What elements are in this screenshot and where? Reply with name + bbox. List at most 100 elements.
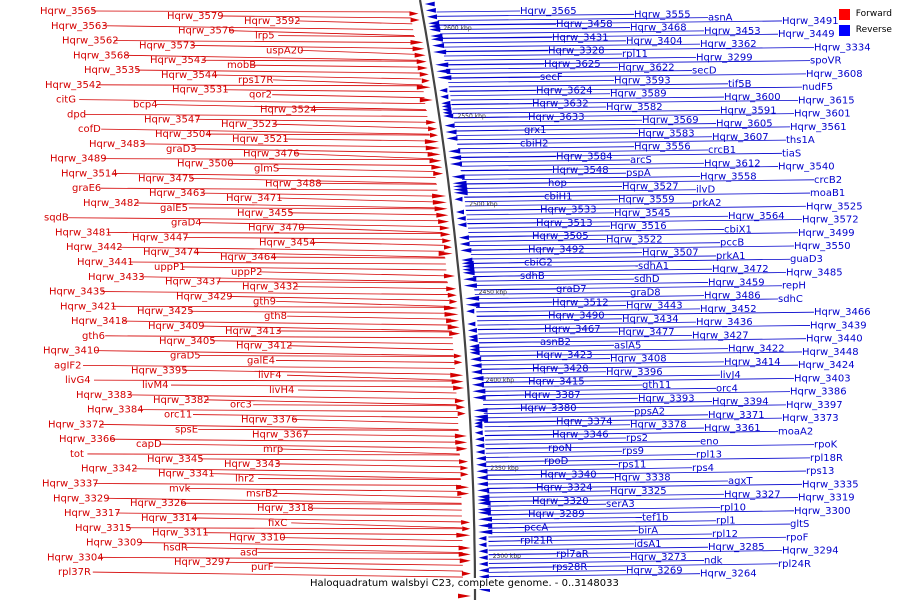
reverse-gene-label[interactable]: rpoF	[786, 532, 809, 543]
forward-gene-label[interactable]: Hqrw_3475	[138, 173, 195, 184]
reverse-gene-mark[interactable]	[442, 110, 452, 116]
reverse-gene-label[interactable]: Hqrw_3264	[700, 569, 757, 580]
reverse-gene-label[interactable]: secF	[540, 72, 563, 83]
reverse-gene-label[interactable]: Hqrw_3380	[520, 403, 577, 414]
forward-gene-label[interactable]: livH4	[269, 385, 294, 396]
forward-gene-label[interactable]: glmS	[254, 163, 279, 174]
reverse-gene-label[interactable]: gltS	[790, 519, 809, 530]
forward-gene-mark[interactable]	[432, 193, 447, 199]
forward-gene-mark[interactable]	[457, 593, 471, 599]
reverse-gene-label[interactable]: Hqrw_3591	[720, 105, 777, 116]
reverse-gene-label[interactable]: Hqrw_3466	[814, 307, 871, 318]
forward-gene-mark[interactable]	[456, 404, 466, 410]
reverse-gene-label[interactable]: arcS	[630, 155, 652, 166]
reverse-gene-label[interactable]: rpl10	[720, 502, 746, 513]
reverse-gene-mark[interactable]	[461, 257, 473, 263]
forward-gene-mark[interactable]	[456, 532, 471, 538]
forward-gene-mark[interactable]	[462, 526, 471, 532]
reverse-gene-label[interactable]: grx1	[524, 125, 546, 136]
reverse-gene-mark[interactable]	[451, 174, 465, 180]
forward-gene-label[interactable]: Hqrw_3447	[132, 232, 189, 243]
reverse-gene-label[interactable]: Hqrw_3584	[556, 152, 613, 163]
reverse-gene-mark[interactable]	[471, 376, 484, 381]
reverse-gene-label[interactable]: serA3	[606, 499, 635, 510]
reverse-gene-label[interactable]: Hqrw_3512	[552, 297, 609, 308]
forward-gene-label[interactable]: qor2	[249, 90, 272, 101]
forward-gene-label[interactable]: Hqrw_3421	[60, 301, 117, 312]
reverse-gene-mark[interactable]	[465, 302, 480, 308]
reverse-gene-label[interactable]: Hqrw_3346	[552, 430, 609, 441]
reverse-gene-label[interactable]: Hqrw_3449	[778, 29, 835, 40]
forward-gene-label[interactable]: Hqrw_3432	[242, 282, 299, 293]
forward-gene-mark[interactable]	[457, 411, 466, 416]
forward-gene-label[interactable]: Hqrw_3311	[152, 528, 209, 539]
reverse-gene-mark[interactable]	[465, 296, 480, 301]
reverse-gene-label[interactable]: Hqrw_3431	[552, 32, 609, 43]
reverse-gene-label[interactable]: birA	[638, 526, 658, 537]
forward-gene-label[interactable]: Hqrw_3337	[42, 478, 99, 489]
reverse-gene-label[interactable]: Hqrw_3558	[700, 171, 757, 182]
reverse-gene-label[interactable]: Hqrw_3408	[610, 354, 667, 365]
reverse-gene-mark[interactable]	[453, 187, 468, 192]
forward-gene-label[interactable]: Hqrw_3544	[161, 70, 218, 81]
reverse-gene-mark[interactable]	[478, 516, 493, 522]
forward-gene-label[interactable]: Hqrw_3425	[137, 306, 194, 317]
forward-gene-label[interactable]: Hqrw_3576	[178, 26, 235, 37]
forward-gene-label[interactable]: Hqrw_3433	[88, 272, 145, 283]
reverse-gene-mark[interactable]	[432, 43, 445, 48]
forward-gene-label[interactable]: bcp4	[133, 100, 158, 111]
reverse-gene-mark[interactable]	[475, 436, 485, 442]
forward-gene-mark[interactable]	[450, 372, 464, 378]
reverse-gene-mark[interactable]	[454, 196, 463, 202]
forward-gene-mark[interactable]	[414, 52, 426, 58]
forward-gene-mark[interactable]	[421, 78, 430, 84]
reverse-gene-mark[interactable]	[476, 475, 488, 480]
forward-gene-label[interactable]: Hqrw_3383	[76, 390, 133, 401]
forward-gene-label[interactable]: Hqrw_3463	[149, 188, 206, 199]
forward-gene-label[interactable]: graD5	[170, 351, 201, 362]
forward-gene-mark[interactable]	[438, 219, 450, 224]
reverse-gene-label[interactable]: Hqrw_3362	[700, 39, 757, 50]
forward-gene-label[interactable]: Hqrw_3562	[62, 36, 119, 47]
forward-gene-label[interactable]: galE5	[160, 203, 188, 214]
reverse-gene-label[interactable]: eno	[700, 436, 719, 447]
reverse-gene-label[interactable]: gth11	[642, 380, 671, 391]
reverse-gene-label[interactable]: Hqrw_3583	[638, 128, 695, 139]
forward-gene-mark[interactable]	[439, 225, 450, 231]
reverse-gene-mark[interactable]	[478, 555, 488, 560]
reverse-gene-label[interactable]: Hqrw_3548	[552, 165, 609, 176]
forward-gene-mark[interactable]	[447, 324, 460, 330]
reverse-gene-mark[interactable]	[469, 350, 480, 356]
forward-gene-mark[interactable]	[449, 299, 458, 304]
forward-gene-label[interactable]: Hqrw_3367	[252, 429, 309, 440]
reverse-gene-mark[interactable]	[443, 113, 454, 119]
forward-gene-label[interactable]: Hqrw_3563	[51, 21, 108, 32]
forward-gene-label[interactable]: msrB2	[246, 488, 278, 499]
forward-gene-mark[interactable]	[455, 440, 468, 445]
reverse-gene-mark[interactable]	[463, 276, 477, 282]
reverse-gene-mark[interactable]	[440, 94, 449, 100]
reverse-gene-mark[interactable]	[469, 347, 480, 352]
forward-gene-label[interactable]: Hqrw_3579	[167, 11, 224, 22]
reverse-gene-label[interactable]: Hqrw_3472	[712, 264, 769, 275]
forward-gene-label[interactable]: lhr2	[235, 474, 255, 485]
reverse-gene-mark[interactable]	[471, 369, 483, 375]
reverse-gene-label[interactable]: orc4	[716, 383, 738, 394]
forward-gene-label[interactable]: Hqrw_3366	[59, 434, 116, 445]
forward-gene-label[interactable]: Hqrw_3504	[155, 129, 212, 140]
forward-gene-label[interactable]: rps17R	[238, 75, 273, 86]
reverse-gene-label[interactable]: Hqrw_3513	[536, 218, 593, 229]
forward-gene-label[interactable]: mrp	[263, 444, 283, 455]
reverse-gene-label[interactable]: Hqrw_3325	[610, 486, 667, 497]
reverse-gene-mark[interactable]	[439, 88, 448, 93]
forward-gene-mark[interactable]	[451, 379, 464, 384]
forward-gene-mark[interactable]	[434, 206, 448, 212]
reverse-gene-label[interactable]: Hqrw_3593	[614, 76, 671, 87]
forward-gene-mark[interactable]	[424, 139, 439, 144]
forward-gene-label[interactable]: Hqrw_3405	[159, 336, 216, 347]
reverse-gene-label[interactable]: Hqrw_3608	[806, 69, 863, 80]
reverse-gene-mark[interactable]	[474, 417, 489, 423]
reverse-gene-label[interactable]: pccB	[720, 238, 744, 249]
reverse-gene-label[interactable]: Hqrw_3555	[634, 9, 691, 20]
forward-gene-label[interactable]: livF4	[258, 370, 282, 381]
